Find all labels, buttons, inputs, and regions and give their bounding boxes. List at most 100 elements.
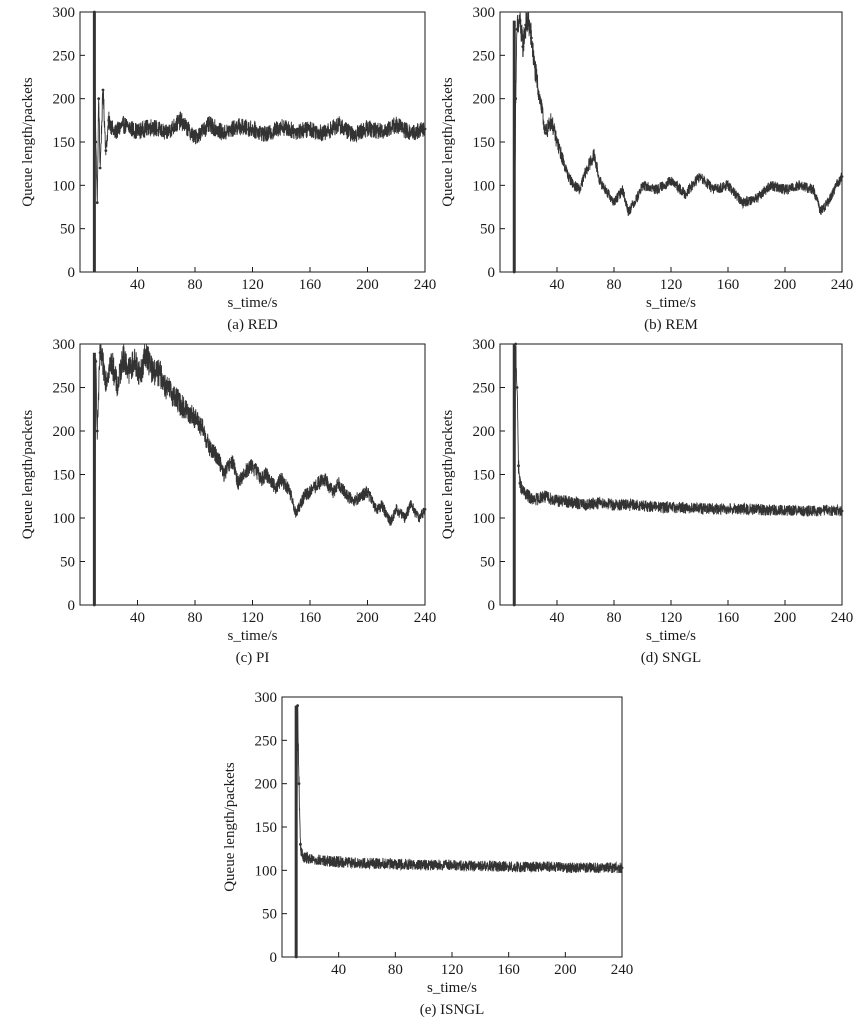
x-tick-label: 40: [550, 277, 565, 293]
data-point: [769, 508, 773, 512]
data-point: [669, 506, 673, 509]
data-point: [95, 201, 99, 205]
data-point: [834, 183, 838, 187]
data-point: [308, 127, 312, 131]
x-tick-label: 120: [241, 610, 264, 626]
data-point: [236, 481, 240, 485]
y-tick-label: 0: [68, 598, 76, 614]
data-point: [95, 429, 99, 433]
data-point: [222, 473, 226, 476]
data-point: [92, 10, 96, 14]
data-point: [294, 512, 298, 516]
data-point: [222, 131, 226, 135]
data-point: [826, 201, 830, 205]
data-point: [121, 355, 125, 359]
data-point: [345, 494, 349, 498]
data-point: [104, 149, 108, 153]
x-tick-label: 240: [831, 277, 854, 293]
x-tick-label: 200: [554, 962, 577, 978]
plot-frame: [79, 11, 426, 273]
x-tick-label: 240: [611, 962, 634, 978]
data-point: [840, 509, 844, 513]
data-point: [514, 342, 518, 346]
data-point: [323, 859, 326, 863]
chart-panel-2: 0 50 100 150 200 250 300 40 80 120 160 200 240 s_time…: [440, 5, 853, 333]
y-tick-label: 150: [473, 135, 496, 151]
data-point: [840, 175, 844, 179]
data-point: [812, 509, 815, 513]
data-point: [408, 862, 411, 866]
data-point: [92, 603, 96, 607]
data-point: [337, 481, 341, 485]
data-point: [265, 133, 269, 137]
data-point: [826, 508, 830, 512]
data-point: [265, 473, 269, 476]
x-axis-label: s_time/s: [227, 295, 277, 311]
data-point: [626, 209, 630, 213]
data-point: [598, 179, 602, 183]
y-tick-label: 50: [480, 555, 495, 571]
series-line: [93, 11, 426, 204]
data-point: [380, 130, 384, 134]
data-point: [532, 499, 536, 502]
x-tick-label: 200: [774, 277, 797, 293]
data-point: [518, 481, 522, 485]
data-point: [98, 351, 102, 355]
plot-frame: [281, 696, 623, 958]
x-tick-label: 80: [388, 962, 403, 978]
series-line: [295, 704, 623, 954]
data-point: [245, 468, 249, 472]
x-tick-label: 80: [188, 610, 203, 626]
x-tick-label: 160: [299, 610, 322, 626]
y-tick-label: 0: [488, 598, 496, 614]
data-point: [322, 477, 326, 481]
series-line: [93, 343, 426, 603]
y-tick-label: 200: [53, 92, 76, 108]
data-point: [294, 955, 298, 959]
data-point: [299, 842, 302, 846]
data-point: [423, 127, 427, 131]
data-point: [409, 131, 413, 135]
chart-caption: (e) ISNGL: [420, 1002, 485, 1018]
x-tick-label: 240: [414, 610, 437, 626]
chart-panel-5: 0 50 100 150 200 250 300 40 80 120 160 200 240 s_time…: [222, 690, 633, 1018]
y-tick-label: 200: [255, 777, 278, 793]
data-point: [101, 88, 105, 92]
y-tick-label: 200: [473, 92, 496, 108]
data-point: [366, 490, 369, 494]
data-point: [403, 516, 407, 520]
y-tick-label: 150: [53, 468, 76, 484]
data-point: [518, 19, 522, 23]
y-tick-label: 200: [53, 424, 76, 440]
data-point: [515, 386, 519, 389]
x-tick-label: 80: [188, 277, 203, 293]
data-point: [683, 506, 687, 509]
x-tick-label: 240: [831, 610, 854, 626]
y-axis-label: Queue length/packets: [20, 410, 36, 540]
data-point: [236, 125, 240, 128]
x-tick-label: 160: [717, 277, 740, 293]
data-point: [561, 157, 565, 161]
data-point: [532, 62, 536, 66]
data-point: [136, 130, 139, 134]
chart-panel-4: 0 50 100 150 200 250 300 40 80 120 160 200 240 s_time…: [440, 337, 853, 666]
x-tick-label: 120: [660, 610, 683, 626]
y-tick-label: 100: [53, 178, 76, 194]
data-point: [110, 360, 114, 363]
data-point: [555, 140, 559, 144]
data-point: [97, 97, 101, 101]
data-point: [337, 123, 341, 127]
data-point: [150, 125, 154, 128]
data-point: [584, 503, 587, 507]
data-point: [621, 188, 624, 192]
data-point: [726, 507, 730, 510]
data-point: [549, 118, 553, 122]
data-point: [493, 864, 496, 868]
x-tick-label: 40: [550, 610, 565, 626]
data-point: [193, 416, 197, 420]
data-point: [641, 183, 644, 187]
y-axis-label: Queue length/packets: [440, 410, 456, 540]
data-point: [740, 201, 744, 205]
data-point: [819, 209, 823, 213]
data-point: [274, 486, 277, 489]
